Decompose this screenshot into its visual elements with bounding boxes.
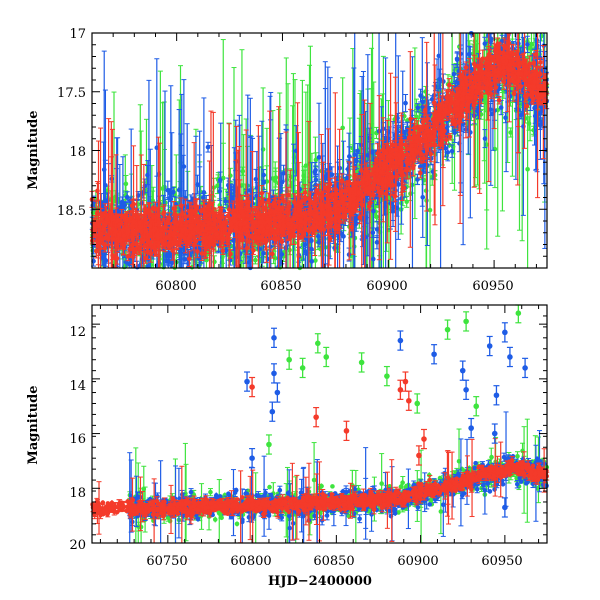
data-point: [253, 258, 258, 263]
top-data-points: [90, 31, 550, 270]
top-panel: 60800 60850 60900 60950 17 17.5 18 18.5 …: [26, 27, 549, 294]
data-point: [416, 105, 421, 110]
data-point: [240, 169, 245, 174]
data-point: [223, 199, 228, 204]
data-point: [503, 115, 508, 120]
data-point: [529, 42, 534, 47]
data-point: [525, 167, 530, 172]
data-point: [289, 175, 294, 180]
data-point: [450, 149, 455, 154]
data-point: [124, 182, 129, 187]
data-point: [428, 208, 433, 213]
data-point: [473, 39, 478, 44]
